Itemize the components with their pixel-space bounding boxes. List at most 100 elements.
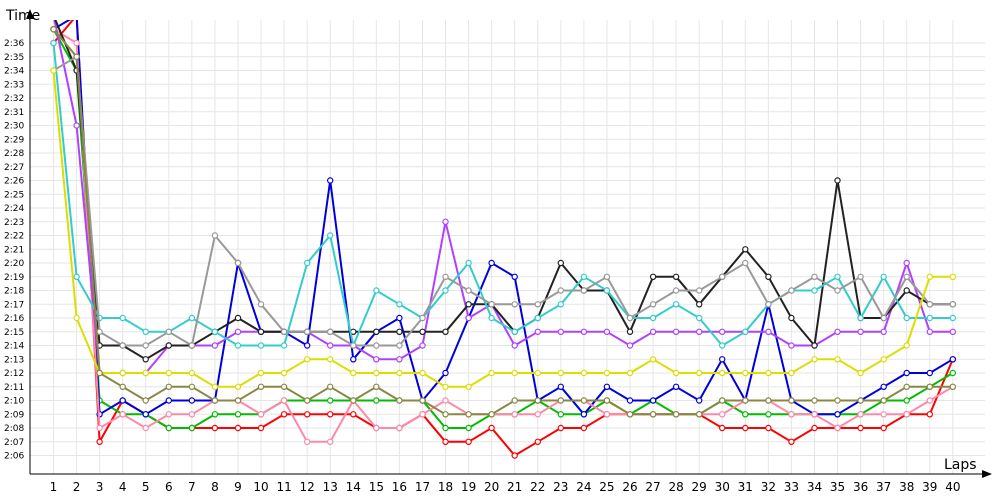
y-axis-arrow	[26, 9, 34, 19]
x-tick-label: 16	[392, 480, 407, 494]
x-tick-label: 4	[119, 480, 127, 494]
data-point	[280, 328, 288, 335]
data-point	[742, 424, 749, 432]
data-point	[811, 424, 818, 432]
data-point	[350, 369, 357, 377]
data-point	[327, 397, 334, 404]
data-point	[742, 397, 749, 404]
data-point	[396, 301, 403, 308]
data-point	[696, 314, 703, 322]
y-tick-label: 2:26	[4, 177, 24, 187]
data-point	[926, 411, 934, 418]
y-tick-label: 2:18	[4, 287, 24, 297]
data-point	[788, 287, 795, 294]
data-point	[696, 287, 703, 294]
data-point	[188, 411, 196, 418]
data-point	[96, 328, 103, 335]
data-point	[327, 356, 334, 363]
x-tick-label: 31	[738, 480, 753, 494]
data-point	[50, 67, 57, 74]
data-point	[327, 177, 334, 184]
data-point	[788, 369, 795, 377]
data-point	[672, 369, 680, 377]
data-point	[465, 259, 472, 267]
data-point	[788, 397, 795, 404]
data-point	[580, 424, 588, 432]
data-point	[626, 411, 634, 418]
data-point	[834, 177, 841, 184]
data-point	[719, 356, 726, 363]
data-point	[327, 438, 334, 445]
data-point	[350, 397, 357, 404]
x-tick-label: 25	[599, 480, 614, 494]
data-point	[419, 397, 426, 404]
data-point	[304, 342, 311, 349]
data-point	[442, 369, 449, 377]
data-point	[834, 273, 841, 280]
data-point	[488, 314, 495, 322]
data-point	[257, 342, 265, 349]
data-point	[73, 39, 80, 47]
x-tick-label: 22	[530, 480, 545, 494]
data-point	[603, 411, 611, 418]
data-point	[211, 232, 219, 239]
data-point	[119, 314, 126, 322]
data-point	[788, 411, 795, 418]
data-point	[649, 397, 657, 404]
data-point	[280, 397, 288, 404]
data-point	[811, 411, 818, 418]
data-point	[465, 424, 472, 432]
data-point	[211, 397, 219, 404]
data-point	[696, 411, 703, 418]
data-point	[765, 301, 772, 308]
series-line	[52, 28, 954, 429]
x-tick-label: 26	[622, 480, 637, 494]
data-point	[557, 424, 565, 432]
data-point	[811, 356, 818, 363]
x-tick-label: 17	[415, 480, 430, 494]
data-point	[211, 328, 219, 335]
data-point	[765, 424, 772, 432]
data-point	[811, 287, 818, 294]
data-point	[903, 383, 910, 390]
data-point	[949, 301, 957, 308]
data-point	[719, 342, 726, 349]
y-tick-label: 2:10	[4, 397, 24, 407]
data-point	[672, 411, 680, 418]
y-tick-label: 2:28	[4, 149, 24, 159]
data-point	[96, 369, 103, 377]
data-point	[672, 328, 680, 335]
data-point	[96, 424, 103, 432]
data-point	[304, 356, 311, 363]
data-point	[949, 328, 957, 335]
data-point	[304, 397, 311, 404]
data-point	[419, 314, 426, 322]
data-point	[165, 397, 172, 404]
data-point	[672, 273, 680, 280]
data-point	[442, 273, 449, 280]
data-point	[949, 273, 957, 280]
data-point	[949, 383, 957, 390]
data-point	[580, 328, 588, 335]
series-6	[54, 20, 957, 363]
x-tick-label: 1	[50, 480, 58, 494]
data-point	[396, 356, 403, 363]
data-point	[488, 424, 495, 432]
data-point	[373, 397, 380, 404]
data-point	[603, 383, 611, 390]
data-point	[649, 273, 657, 280]
x-tick-label: 21	[507, 480, 522, 494]
data-point	[834, 287, 841, 294]
data-point	[880, 383, 887, 390]
data-point	[534, 438, 542, 445]
x-tick-label: 33	[784, 480, 799, 494]
data-point	[811, 342, 818, 349]
data-point	[373, 383, 380, 390]
data-point	[119, 397, 126, 404]
data-point	[742, 246, 749, 253]
data-point	[949, 314, 957, 322]
x-tick-label: 30	[715, 480, 730, 494]
data-point	[119, 383, 126, 390]
data-point	[557, 301, 565, 308]
data-point	[373, 369, 380, 377]
